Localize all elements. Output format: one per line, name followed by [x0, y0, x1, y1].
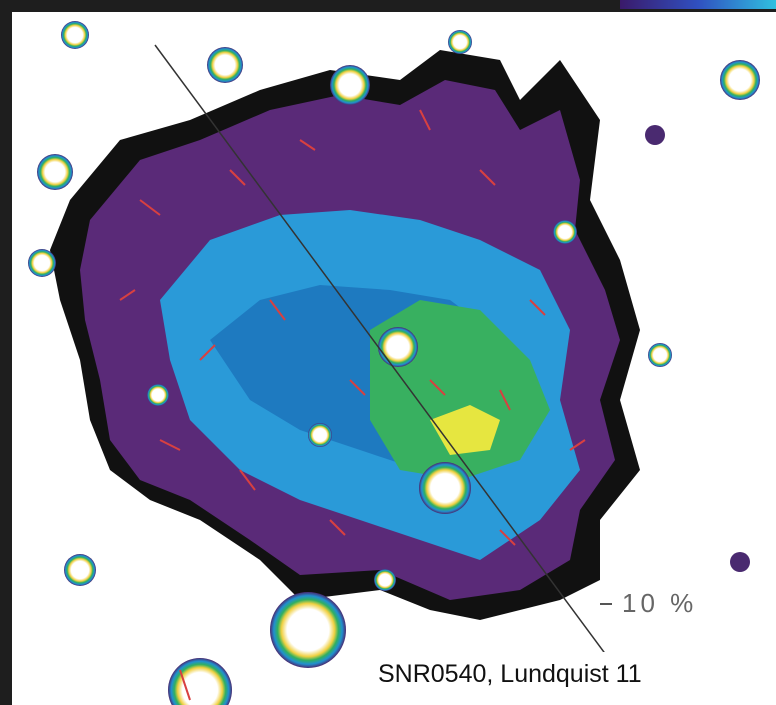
slide: 10 % SNR0540, Lundquist 11 [0, 0, 776, 705]
star [37, 154, 73, 190]
star [730, 552, 750, 572]
star [378, 327, 418, 367]
star [28, 249, 56, 277]
star [645, 125, 665, 145]
star [207, 47, 243, 83]
star [448, 30, 472, 54]
star [61, 21, 89, 49]
page: 10 % SNR0540, Lundquist 11 (() => { cons… [0, 0, 776, 705]
color-bar [620, 0, 776, 9]
star [374, 569, 396, 591]
star [308, 423, 332, 447]
star [419, 462, 471, 514]
star [553, 220, 577, 244]
star [720, 60, 760, 100]
star [64, 554, 96, 586]
caption: SNR0540, Lundquist 11 [378, 660, 642, 688]
star [330, 65, 370, 105]
scale-label: 10 % [622, 588, 697, 618]
star [270, 592, 346, 668]
star [648, 343, 672, 367]
star [147, 384, 169, 406]
